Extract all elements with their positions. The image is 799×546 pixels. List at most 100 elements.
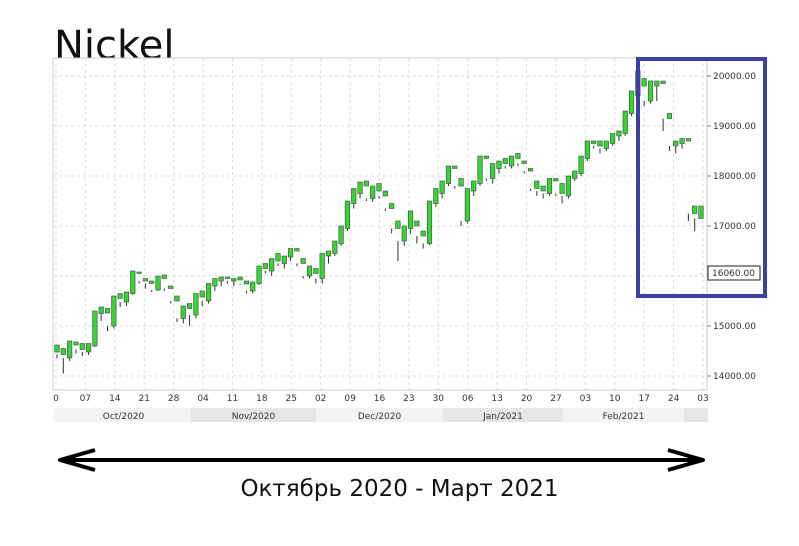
candle: [414, 220, 420, 244]
candle-body: [344, 200, 351, 229]
candle-body: [464, 188, 470, 222]
candle: [534, 180, 540, 196]
last-price-box: [707, 265, 761, 281]
x-tick-label: 09: [344, 394, 356, 404]
candle-body: [224, 276, 231, 279]
candle-body: [79, 343, 85, 350]
candle: [370, 185, 376, 202]
candle-body: [692, 205, 698, 214]
x-tick-label: 30: [433, 394, 445, 404]
candle: [149, 280, 155, 292]
candle-body: [275, 253, 281, 262]
candle: [591, 140, 597, 149]
x-tick-label: 02: [315, 394, 326, 404]
overlay: 16060.00: [58, 57, 767, 472]
candle-body: [300, 258, 306, 264]
candle: [218, 276, 224, 286]
candle: [692, 205, 698, 231]
candle: [660, 80, 666, 131]
candle-body: [666, 113, 673, 119]
x-axis: 0 07 14 21 28 04 11 18 25 02 09 16 23 30 06 13 20 27 03 10 1…: [53, 394, 709, 404]
candle: [502, 158, 508, 169]
candle-body: [426, 200, 433, 244]
candle-body: [142, 278, 148, 282]
x-tick-label: 18: [256, 394, 268, 404]
candle: [622, 110, 628, 136]
candle-body: [250, 281, 256, 292]
candle: [363, 180, 369, 201]
candle: [212, 278, 218, 291]
candle-body: [673, 140, 679, 147]
candle: [483, 155, 489, 181]
x-tick-label: 0: [53, 394, 59, 404]
candle-body: [679, 138, 685, 144]
candle: [464, 188, 470, 224]
candle: [117, 293, 123, 307]
candle: [205, 283, 212, 304]
candle: [123, 291, 130, 306]
candle-body: [205, 283, 212, 302]
candle-body: [685, 138, 691, 142]
candle: [338, 225, 344, 246]
candle: [351, 188, 357, 209]
candle: [161, 274, 167, 291]
candle-body: [414, 220, 420, 227]
candle-body: [306, 265, 313, 277]
candle: [319, 253, 325, 284]
candle-body: [382, 190, 388, 197]
candle-body: [603, 140, 609, 149]
candle: [79, 343, 85, 356]
candle-body: [490, 163, 496, 179]
candle-body: [187, 303, 193, 309]
x-tick-label: 14: [109, 394, 121, 404]
candle: [111, 295, 117, 329]
candle: [357, 181, 363, 199]
candle-body: [351, 188, 357, 204]
period-arrow-left-head: [58, 448, 96, 472]
candle-body: [641, 78, 647, 87]
candle: [344, 200, 351, 231]
candle-body: [540, 185, 546, 192]
candle: [73, 341, 79, 354]
candle: [426, 200, 433, 245]
candle: [616, 130, 622, 141]
candle-body: [288, 248, 294, 258]
x-tick-label: 28: [168, 394, 180, 404]
candle-body: [243, 280, 249, 285]
x-tick-label: 03: [580, 394, 591, 404]
candle-body: [363, 180, 369, 187]
y-axis: 14000.0015000.0016000.0017000.0018000.00…: [707, 72, 756, 382]
candle: [515, 153, 521, 166]
candle-body: [407, 210, 414, 229]
candle-body: [73, 341, 79, 346]
candle-body: [199, 290, 205, 298]
candle-body: [452, 165, 458, 169]
candle: [67, 340, 73, 361]
candle: [597, 140, 603, 154]
candle: [98, 306, 104, 321]
candle-body: [389, 203, 395, 209]
candle-body: [376, 183, 382, 192]
candle: [174, 295, 180, 322]
candle-body: [180, 305, 186, 319]
period-caption: Октябрь 2020 - Март 2021: [240, 476, 559, 502]
month-label: Jan/2021: [482, 412, 523, 422]
month-band-cell: [56, 408, 191, 422]
x-tick-label: 23: [403, 394, 414, 404]
candle: [332, 240, 338, 256]
candle: [458, 178, 464, 226]
candle: [698, 205, 704, 274]
candle: [628, 90, 635, 116]
candle: [565, 175, 571, 199]
candle-body: [610, 133, 616, 144]
candle: [180, 305, 186, 324]
highlight-box: [636, 57, 767, 298]
candle: [256, 265, 262, 285]
candle-body: [477, 155, 483, 184]
candle-body: [471, 180, 477, 192]
candle: [666, 113, 673, 151]
candle-body: [597, 140, 603, 147]
candle: [130, 270, 136, 295]
candle-body: [174, 295, 180, 302]
month-label: Nov/2020: [232, 412, 276, 422]
